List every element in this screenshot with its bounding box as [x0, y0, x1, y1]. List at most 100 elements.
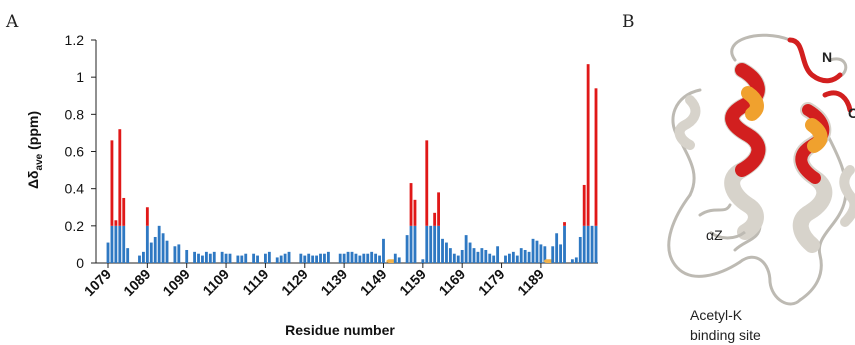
bar-1103: [201, 255, 204, 263]
y-tick-label: 1: [76, 69, 84, 85]
panel-b-label: B: [622, 12, 635, 32]
bar-1088: [142, 251, 145, 263]
x-tick-label: 1149: [357, 266, 390, 299]
bar-1170: [464, 235, 468, 263]
bar-1180: [504, 255, 507, 263]
helix-label: αZ: [706, 227, 723, 243]
bar-1184: [519, 248, 523, 263]
bar-1194: [559, 244, 562, 263]
x-tick-label: 1079: [81, 266, 114, 299]
bar-1143: [358, 255, 362, 263]
bar-1192: [551, 246, 555, 263]
bar-1080: [110, 225, 114, 263]
c-terminus-label: C: [848, 105, 855, 121]
bar-excess-1162: [433, 212, 437, 226]
bar-1182: [511, 251, 515, 263]
bar-1083: [122, 225, 126, 263]
bar-1092: [157, 225, 161, 263]
bar-1171: [468, 242, 472, 263]
bar-1189: [539, 244, 543, 263]
bar-1153: [397, 257, 401, 263]
bar-1139: [342, 253, 346, 263]
bar-1128: [299, 253, 303, 263]
x-ticks: 1079 1089 1099 1109 1119 1129 1139 1149 1159 1169…: [81, 263, 547, 299]
bar-1167: [452, 253, 456, 263]
y-tick-label: 0.6: [65, 144, 85, 160]
x-tick-label: 1189: [514, 266, 547, 299]
bar-1203: [594, 225, 598, 263]
x-tick-label: 1119: [239, 266, 271, 298]
bar-1110: [228, 253, 232, 263]
bar-1133: [319, 253, 322, 263]
x-tick-label: 1179: [475, 266, 508, 299]
bar-1152: [393, 253, 397, 263]
bar-1144: [362, 253, 366, 263]
bar-1172: [472, 248, 476, 263]
bar-1131: [311, 255, 315, 263]
bar-1108: [220, 251, 224, 263]
x-tick-label: 1159: [396, 266, 429, 299]
bar-1087: [138, 255, 141, 263]
protein-structure-illustration: N C αZ Acetyl-K binding site: [667, 33, 855, 343]
bar-1084: [126, 248, 130, 263]
bar-1090: [149, 242, 153, 263]
bar-1169: [460, 249, 464, 263]
bar-1198: [574, 257, 578, 263]
bar-1185: [523, 249, 527, 263]
bar-excess-1160: [425, 140, 429, 226]
bar-1106: [212, 251, 216, 263]
bar-1174: [480, 248, 484, 263]
bars: [106, 64, 598, 263]
bar-1149: [382, 238, 385, 263]
y-tick-label: 0.2: [65, 218, 85, 234]
bar-1138: [338, 253, 342, 263]
binding-site-label-line2: binding site: [690, 327, 761, 343]
bar-1168: [456, 255, 460, 263]
bar-excess-1195: [563, 222, 566, 226]
bar-1166: [448, 248, 452, 263]
x-tick-label: 1169: [436, 266, 469, 299]
bar-1096: [173, 246, 177, 263]
bar-excess-1081: [114, 220, 118, 226]
y-tick-label: 0: [76, 255, 84, 271]
x-tick-label: 1109: [199, 266, 232, 299]
bar-1201: [586, 225, 590, 263]
bar-excess-1089: [145, 207, 149, 226]
bar-1079: [106, 242, 110, 263]
bar-1132: [315, 255, 318, 263]
bar-1157: [413, 225, 417, 263]
bar-excess-1082: [118, 129, 122, 226]
bar-1091: [153, 236, 157, 263]
bar-1175: [484, 249, 488, 263]
bar-1119: [264, 253, 267, 263]
bar-1099: [185, 249, 189, 263]
bar-excess-1156: [409, 183, 413, 226]
bar-1081: [114, 225, 118, 263]
bar-1135: [326, 251, 330, 263]
bar-unassigned-1151: [386, 259, 397, 263]
bar-1173: [476, 251, 480, 263]
x-tick-label: 1089: [120, 266, 153, 299]
bar-1159: [421, 259, 425, 263]
n-terminus-label: N: [822, 49, 832, 65]
bar-1146: [370, 251, 374, 263]
y-tick-label: 1.2: [65, 32, 85, 48]
bar-1190: [543, 246, 547, 263]
bar-1199: [578, 236, 582, 263]
bar-chart: 00.20.40.60.811.2 1079 1089 1099 1109 1119 11…: [25, 32, 598, 338]
bar-1147: [374, 253, 378, 263]
bar-1178: [496, 246, 500, 263]
bar-1101: [193, 251, 196, 263]
bar-1187: [531, 238, 535, 263]
bar-1156: [409, 225, 413, 263]
bar-1155: [405, 235, 409, 263]
bar-excess-1203: [594, 88, 598, 226]
bar-1188: [535, 240, 539, 263]
bar-1113: [240, 255, 244, 263]
bar-excess-1163: [437, 192, 440, 226]
panel-a-label: A: [5, 12, 19, 32]
bar-1181: [508, 253, 511, 263]
bar-1093: [161, 233, 165, 263]
bar-excess-1080: [110, 140, 114, 226]
bar-1148: [378, 255, 381, 263]
